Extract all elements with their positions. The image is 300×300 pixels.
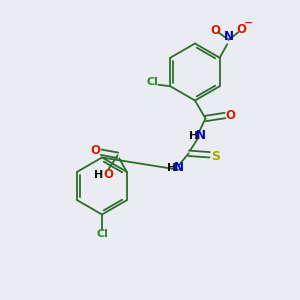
Text: O: O — [210, 24, 220, 37]
Text: O: O — [91, 144, 101, 157]
Text: N: N — [196, 129, 206, 142]
Text: Cl: Cl — [96, 229, 108, 239]
Text: N: N — [174, 161, 184, 174]
Text: Cl: Cl — [146, 77, 158, 87]
Text: H: H — [94, 170, 104, 180]
Text: O: O — [236, 23, 246, 36]
Text: N: N — [224, 30, 234, 43]
Text: O: O — [104, 168, 114, 181]
Text: H: H — [189, 131, 198, 141]
Text: S: S — [211, 150, 220, 163]
Text: −: − — [244, 18, 254, 28]
Text: H: H — [167, 163, 176, 173]
Text: O: O — [225, 109, 236, 122]
